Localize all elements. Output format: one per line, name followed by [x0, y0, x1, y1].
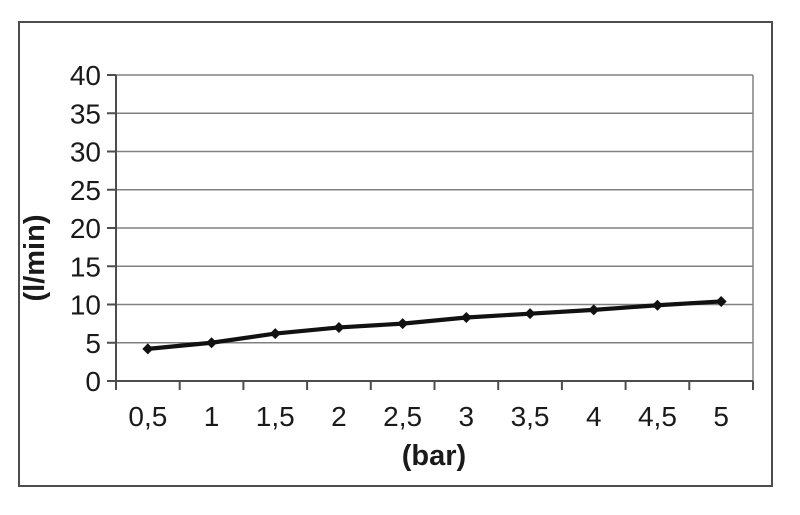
- x-tick-label: 1,5: [256, 401, 295, 432]
- x-tick-label: 1: [204, 401, 220, 432]
- y-axis-title: (l/min): [19, 215, 51, 302]
- y-tick-label: 35: [70, 98, 101, 129]
- tick-labels: 0 5 10 15 20 25 30 35 40 0,5 1 1,5 2 2,5 3 3,5 4 4,5 5: [70, 60, 729, 432]
- data-point-marker: [397, 318, 409, 330]
- chart-frame: [18, 21, 773, 487]
- data-series: [142, 295, 727, 355]
- axes: [107, 74, 754, 390]
- x-tick-label: 4: [586, 401, 602, 432]
- y-tick-label: 25: [70, 175, 101, 206]
- data-point-marker: [269, 328, 281, 340]
- x-tick-label: 2,5: [383, 401, 422, 432]
- y-tick-label: 0: [85, 366, 101, 397]
- x-tick-label: 3: [459, 401, 475, 432]
- x-tick-label: 0,5: [128, 401, 167, 432]
- data-point-marker: [333, 321, 345, 333]
- x-tick-label: 2: [331, 401, 347, 432]
- data-point-marker: [588, 304, 600, 316]
- data-point-marker: [142, 343, 154, 355]
- x-tick-label: 5: [713, 401, 729, 432]
- data-point-marker: [460, 312, 472, 324]
- data-point-marker: [524, 308, 536, 320]
- x-tick-label: 4,5: [638, 401, 677, 432]
- y-tick-label: 5: [85, 328, 101, 359]
- y-tick-label: 10: [70, 290, 101, 321]
- data-point-marker: [206, 337, 218, 349]
- y-tick-label: 20: [70, 213, 101, 244]
- y-tick-label: 15: [70, 251, 101, 282]
- series-line: [145, 299, 724, 351]
- data-point-marker: [651, 299, 663, 311]
- x-axis-title: (bar): [402, 440, 466, 472]
- y-tick-label: 30: [70, 137, 101, 168]
- data-point-marker: [715, 295, 727, 307]
- y-tick-label: 40: [70, 60, 101, 91]
- x-tick-label: 3,5: [511, 401, 550, 432]
